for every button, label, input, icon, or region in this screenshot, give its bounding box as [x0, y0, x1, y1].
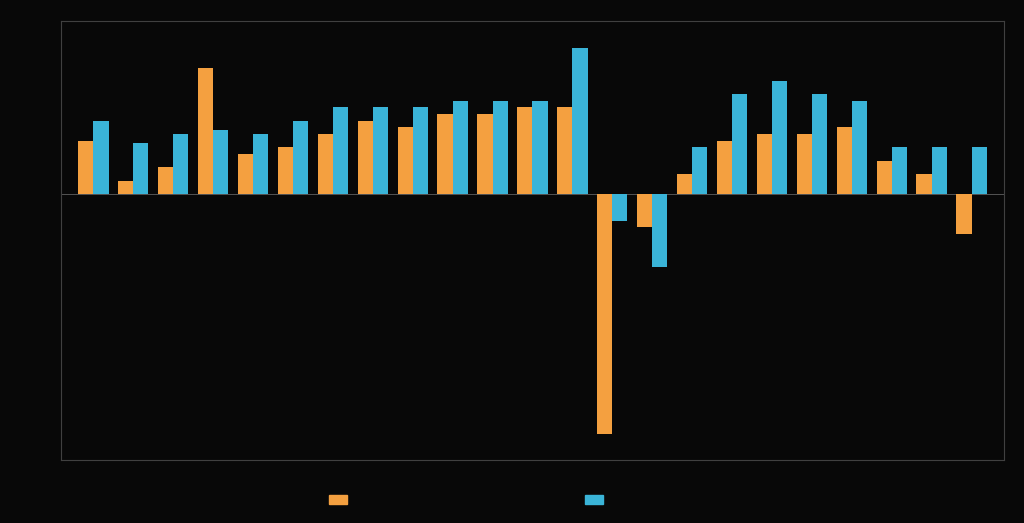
Bar [173, 134, 188, 194]
Bar [93, 121, 109, 194]
Bar [812, 94, 827, 194]
Bar [118, 180, 133, 194]
Bar [238, 154, 253, 194]
Bar [532, 101, 548, 194]
Bar [493, 101, 508, 194]
Bar [213, 130, 228, 194]
Bar [397, 128, 413, 194]
Bar [198, 67, 213, 194]
Bar [278, 147, 293, 194]
Bar [517, 107, 532, 194]
Bar [317, 134, 333, 194]
Bar [413, 107, 428, 194]
Bar [837, 128, 852, 194]
Bar [652, 194, 668, 267]
Bar [253, 134, 268, 194]
Bar [357, 121, 373, 194]
Bar [797, 134, 812, 194]
Bar [972, 147, 987, 194]
Bar [692, 147, 708, 194]
Bar [597, 194, 612, 434]
Bar [158, 167, 173, 194]
Bar [732, 94, 748, 194]
Bar [333, 107, 348, 194]
Bar [916, 174, 932, 194]
Bar [133, 143, 148, 194]
Bar [772, 81, 787, 194]
Bar [572, 48, 588, 194]
Bar [453, 101, 468, 194]
Bar [852, 101, 867, 194]
Bar [637, 194, 652, 228]
Bar [293, 121, 308, 194]
Bar [892, 147, 907, 194]
Bar [373, 107, 388, 194]
Bar [757, 134, 772, 194]
Bar [612, 194, 628, 221]
Bar [557, 107, 572, 194]
Bar [956, 194, 972, 234]
Bar [477, 114, 493, 194]
Bar [877, 161, 892, 194]
Bar [437, 114, 453, 194]
Bar [717, 141, 732, 194]
Bar [932, 147, 947, 194]
Bar [78, 141, 93, 194]
Bar [677, 174, 692, 194]
